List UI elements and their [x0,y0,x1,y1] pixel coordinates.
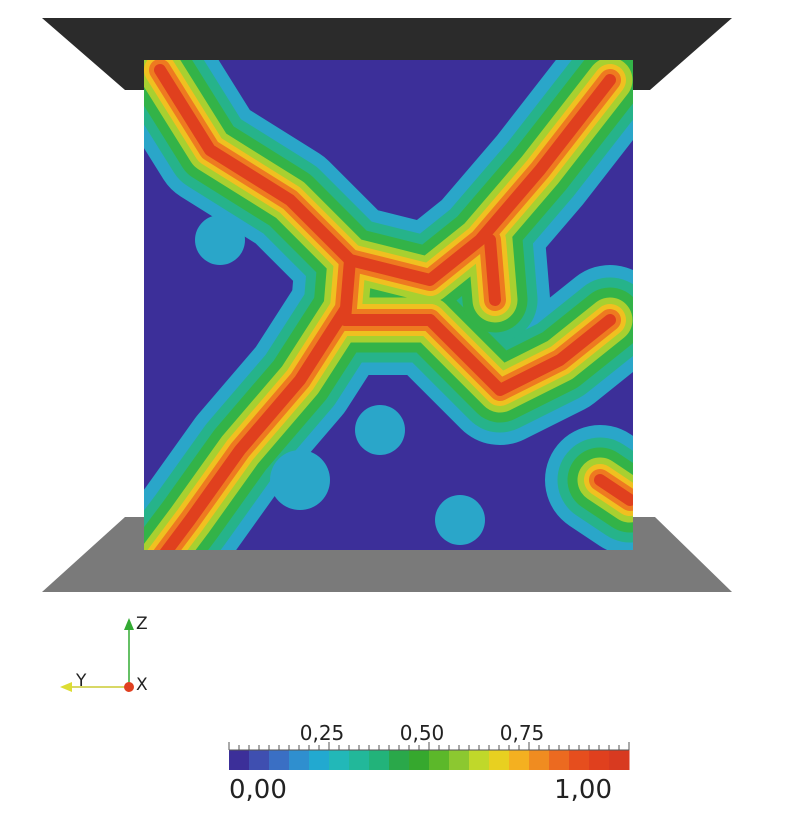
colorbar-band [249,750,270,770]
colorbar-band [569,750,590,770]
field [144,60,633,550]
axes-triad: Z Y X [60,614,148,695]
colorbar-tick-label: 0,50 [400,721,445,745]
axis-label: Z [136,614,148,634]
colorbar-band [329,750,350,770]
colorbar-band [309,750,330,770]
colorbar-band [449,750,470,770]
colorbar-band [469,750,490,770]
colorbar-band [549,750,570,770]
colorbar-tick-label: 0,75 [500,721,545,745]
colorbar-band [509,750,530,770]
colorbar-band [589,750,610,770]
colorbar-band [369,750,390,770]
axis-label: Y [75,671,87,691]
colorbar-band [609,750,630,770]
colorbar-band [349,750,370,770]
colorbar-min-label: 0,00 [229,775,287,805]
axis-label: X [136,675,148,695]
colorbar-band [389,750,410,770]
colorbar: 0,25 0,50 0,75 0,00 1,00 [228,721,630,805]
colorbar-band [289,750,310,770]
colorbar-max-label: 1,00 [554,775,612,805]
colorbar-band [429,750,450,770]
colorbar-band [529,750,550,770]
colorbar-band [409,750,430,770]
colorbar-band [269,750,290,770]
colorbar-tick-label: 0,25 [300,721,345,745]
colorbar-band [229,750,250,770]
colorbar-band [489,750,510,770]
